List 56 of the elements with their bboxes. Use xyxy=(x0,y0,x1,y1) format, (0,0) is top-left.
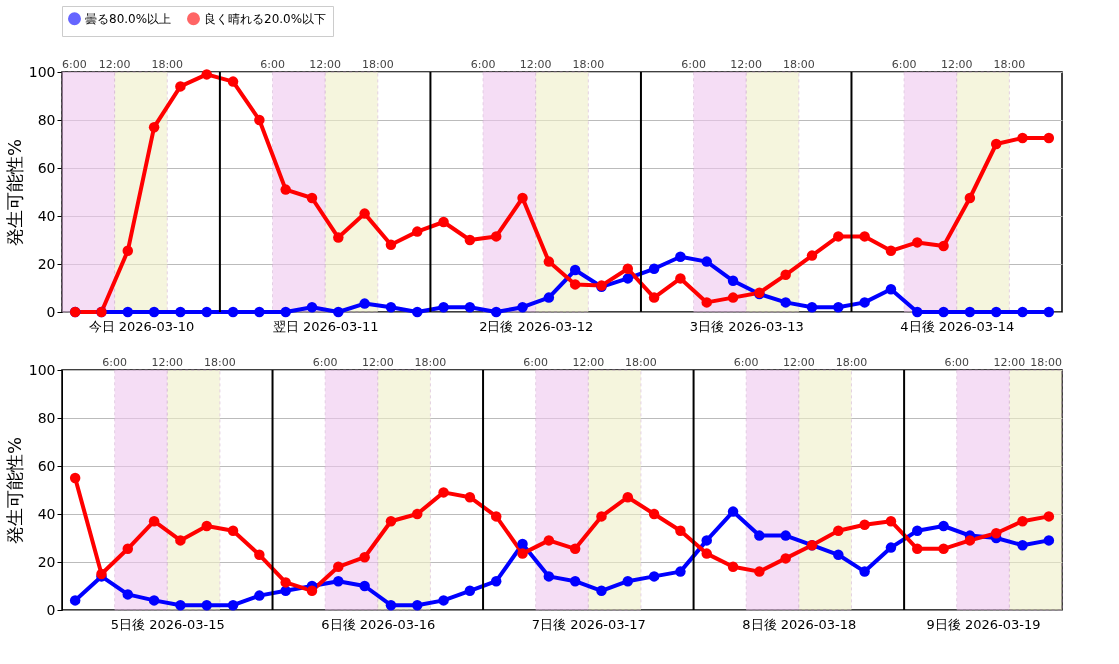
x2-tick-label: 18:00 xyxy=(151,58,184,71)
x-tick-label: 5日後 2026-03-15 xyxy=(110,616,225,632)
legend-label: 良く晴れる20.0%以下 xyxy=(204,11,327,26)
x2-tick-label: 18:00 xyxy=(414,356,447,369)
y-tick-label: 60 xyxy=(37,457,56,474)
x2-tick-label: 18:00 xyxy=(625,356,657,369)
x-tick-label: 翌日 2026-03-11 xyxy=(272,318,379,334)
x2-tick-label: 12:00 xyxy=(940,58,973,71)
x2-tick-label: 12:00 xyxy=(151,356,184,369)
y-tick-label: 0 xyxy=(46,601,56,618)
x-tick-label: 3日後 2026-03-13 xyxy=(689,318,804,334)
x2-tick-label: 6:00 xyxy=(944,356,970,369)
x2-tick-label: 6:00 xyxy=(260,58,285,71)
x2-tick-label: 6:00 xyxy=(733,356,759,369)
y-tick-label: 20 xyxy=(37,255,56,272)
x-tick-label: 6日後 2026-03-16 xyxy=(321,616,436,632)
x2-tick-label: 6:00 xyxy=(62,58,87,71)
x2-tick-label: 12:00 xyxy=(730,58,763,71)
x-tick-label: 今日 2026-03-10 xyxy=(88,318,195,334)
x2-tick-label: 18:00 xyxy=(204,356,236,369)
x-tick-label: 2日後 2026-03-12 xyxy=(479,318,594,334)
x2-tick-label: 18:00 xyxy=(572,58,605,71)
y-tick-label: 60 xyxy=(37,159,56,176)
x2-tick-label: 6:00 xyxy=(891,58,917,71)
x2-tick-label: 12:00 xyxy=(519,58,552,71)
y-tick-label: 40 xyxy=(37,207,56,224)
x-tick-label: 8日後 2026-03-18 xyxy=(742,616,857,632)
y-tick-label: 100 xyxy=(28,361,56,378)
x2-tick-label: 6:00 xyxy=(470,58,496,71)
x2-tick-label: 12:00 xyxy=(98,58,131,71)
x-tick-label: 4日後 2026-03-14 xyxy=(900,318,1015,334)
x2-tick-label: 6:00 xyxy=(312,356,338,369)
x2-tick-label: 6:00 xyxy=(681,58,706,71)
y-axis-title: 発生可能性% xyxy=(3,436,25,545)
x2-tick-label: 6:00 xyxy=(523,356,549,369)
x2-tick-label: 12:00 xyxy=(309,58,342,71)
x2-tick-label: 12:00 xyxy=(782,356,815,369)
x2-tick-label: 12:00 xyxy=(572,356,605,369)
y-tick-label: 0 xyxy=(46,303,56,320)
y-tick-label: 40 xyxy=(37,505,56,522)
y-tick-label: 20 xyxy=(37,553,56,570)
x2-tick-label: 18:00 xyxy=(1030,356,1062,369)
x2-tick-label: 12:00 xyxy=(361,356,394,369)
x-tick-label: 7日後 2026-03-17 xyxy=(531,616,646,632)
y-tick-label: 80 xyxy=(37,111,56,128)
x2-tick-label: 18:00 xyxy=(835,356,868,369)
legend-label: 曇る80.0%以上 xyxy=(85,11,172,26)
x2-tick-label: 18:00 xyxy=(361,58,394,71)
x2-tick-label: 6:00 xyxy=(102,356,127,369)
x-tick-label: 9日後 2026-03-19 xyxy=(926,616,1041,632)
x2-tick-label: 18:00 xyxy=(782,58,815,71)
x2-tick-label: 18:00 xyxy=(993,58,1026,71)
y-axis-title: 発生可能性% xyxy=(3,138,25,247)
y-tick-label: 100 xyxy=(28,63,56,80)
y-tick-label: 80 xyxy=(37,409,56,426)
x2-tick-label: 12:00 xyxy=(993,356,1026,369)
